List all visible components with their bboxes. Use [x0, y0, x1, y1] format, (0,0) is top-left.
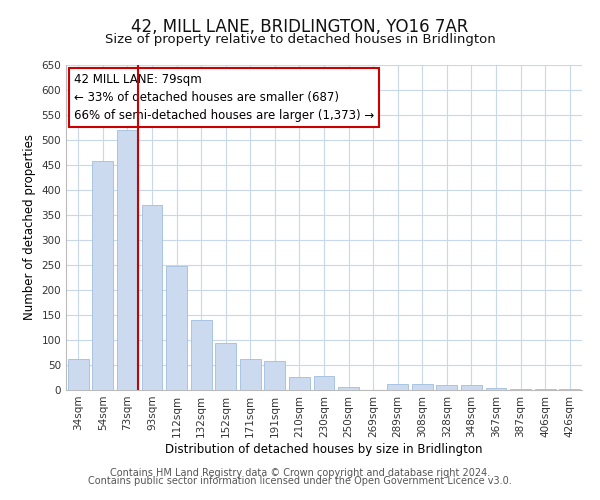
Text: Contains HM Land Registry data © Crown copyright and database right 2024.: Contains HM Land Registry data © Crown c… [110, 468, 490, 477]
Bar [289, 376, 310, 390]
Bar [535, 388, 556, 390]
Text: Contains public sector information licensed under the Open Government Licence v3: Contains public sector information licen… [88, 476, 512, 486]
Text: Size of property relative to detached houses in Bridlington: Size of property relative to detached ho… [104, 32, 496, 46]
Text: 42 MILL LANE: 79sqm
← 33% of detached houses are smaller (687)
66% of semi-detac: 42 MILL LANE: 79sqm ← 33% of detached ho… [74, 73, 374, 122]
Bar [166, 266, 187, 390]
Bar [510, 388, 531, 390]
Bar [265, 361, 286, 390]
Bar [559, 389, 580, 390]
Bar [412, 384, 433, 390]
Bar [191, 320, 212, 390]
Bar [436, 385, 457, 390]
Bar [240, 359, 261, 390]
Bar [338, 386, 359, 390]
Bar [215, 342, 236, 390]
Bar [387, 384, 408, 390]
Bar [314, 376, 334, 390]
Bar [142, 205, 163, 390]
Bar [92, 161, 113, 390]
Text: 42, MILL LANE, BRIDLINGTON, YO16 7AR: 42, MILL LANE, BRIDLINGTON, YO16 7AR [131, 18, 469, 36]
X-axis label: Distribution of detached houses by size in Bridlington: Distribution of detached houses by size … [165, 442, 483, 456]
Bar [68, 359, 89, 390]
Bar [461, 385, 482, 390]
Y-axis label: Number of detached properties: Number of detached properties [23, 134, 36, 320]
Bar [117, 130, 138, 390]
Bar [485, 388, 506, 390]
